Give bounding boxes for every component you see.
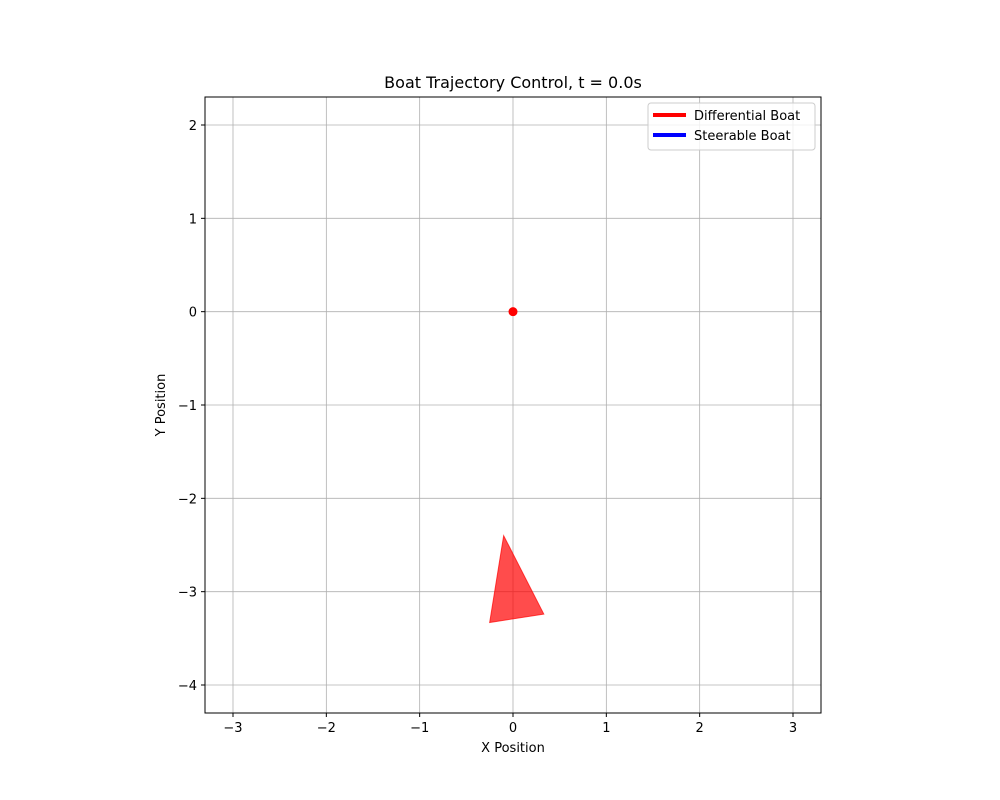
- x-tick-label: 3: [789, 721, 797, 736]
- x-axis-label: X Position: [481, 741, 545, 756]
- x-tick-label: −3: [223, 721, 242, 736]
- x-tick-label: −2: [317, 721, 336, 736]
- x-tick-label: 0: [509, 721, 517, 736]
- y-tick-label: 0: [189, 306, 197, 321]
- legend-label-steerable-boat: Steerable Boat: [694, 129, 791, 144]
- ticks: −3 −2 −1 0 1 2 3 −4 −3 −2 −1 0 1 2: [178, 119, 797, 736]
- x-tick-label: −1: [410, 721, 429, 736]
- chart-title: Boat Trajectory Control, t = 0.0s: [384, 73, 642, 92]
- y-tick-label: 2: [189, 119, 197, 134]
- y-axis-label: Y Position: [154, 374, 169, 438]
- x-tick-label: 1: [602, 721, 610, 736]
- legend-label-differential-boat: Differential Boat: [694, 109, 800, 124]
- y-tick-label: 1: [189, 212, 197, 227]
- x-tick-label: 2: [696, 721, 704, 736]
- y-tick-label: −3: [178, 586, 197, 601]
- legend-box: [647, 102, 816, 151]
- y-tick-label: −1: [178, 399, 197, 414]
- y-tick-label: −2: [178, 492, 197, 507]
- target-point: [508, 307, 518, 317]
- y-tick-label: −4: [178, 679, 197, 694]
- legend: Differential Boat Steerable Boat: [647, 102, 816, 151]
- plot-data: [489, 307, 545, 624]
- differential-boat-marker: [489, 534, 545, 624]
